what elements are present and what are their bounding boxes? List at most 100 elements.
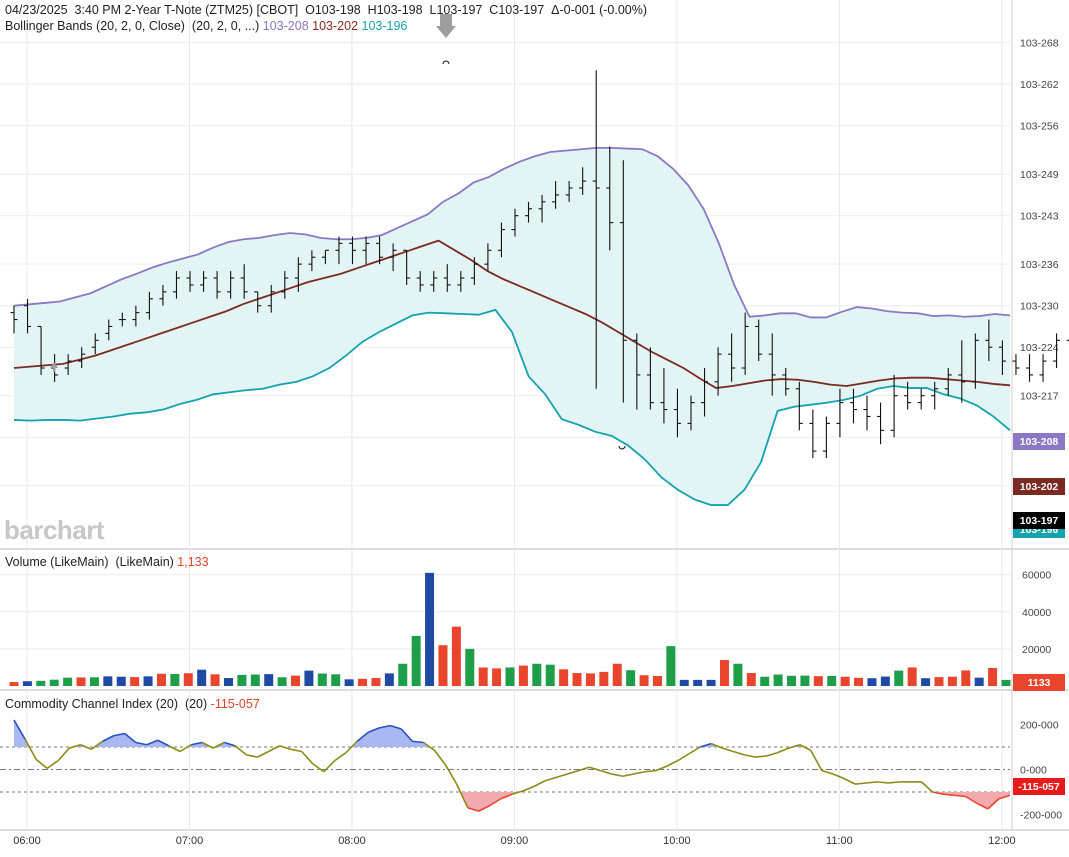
cci-line-segment xyxy=(611,773,623,778)
ohlc-bar xyxy=(348,236,356,265)
cci-line-segment xyxy=(500,793,513,800)
volume-bar xyxy=(425,572,435,686)
cci-line-segment xyxy=(677,753,690,762)
ohlc-bar xyxy=(1025,354,1033,382)
ohlc-bar xyxy=(646,347,654,410)
volume-bar xyxy=(706,679,716,686)
cci-line-segment xyxy=(511,790,524,796)
ohlc-bar xyxy=(362,236,370,265)
volume-bar xyxy=(344,679,354,686)
ohlc-bar xyxy=(457,271,465,292)
cci-line-segment xyxy=(168,745,181,753)
cci-value: -115-057 xyxy=(210,697,260,711)
bb-middle-badge-text: 103-202 xyxy=(1020,481,1059,493)
cci-line-segment xyxy=(345,740,358,754)
ohlc-bar xyxy=(998,340,1006,375)
ohlc-bar xyxy=(768,333,776,396)
bollinger-legend: Bollinger Bands (20, 2, 0, Close) (20, 2… xyxy=(5,19,407,33)
volume-bar xyxy=(22,681,32,686)
high-marker xyxy=(442,60,450,65)
bollinger-band-fill xyxy=(14,147,1010,506)
ohlc-bar xyxy=(701,368,709,417)
volume-bar xyxy=(465,648,475,686)
ohlc-bar xyxy=(782,368,790,396)
cci-line-segment xyxy=(688,746,701,755)
volume-bar xyxy=(170,673,180,686)
cci-line-segment xyxy=(788,743,800,749)
ohlc-bar xyxy=(1053,333,1061,368)
volume-bar xyxy=(492,668,502,686)
y-tick-label: 103-236 xyxy=(1020,259,1059,271)
cci-line-segment xyxy=(268,745,280,753)
volume-bar xyxy=(827,675,837,686)
ohlc-bar xyxy=(443,264,451,292)
cci-last-badge-bg xyxy=(1013,778,1065,795)
cci-line-segment xyxy=(390,724,402,730)
cci-overbought-fill xyxy=(187,742,211,747)
quote-line: 04/23/2025 3:40 PM 2-Year T-Note (ZTM25)… xyxy=(5,3,648,17)
y-tick-label: 20000 xyxy=(1022,644,1051,656)
volume-bar xyxy=(36,680,46,686)
ohlc-bar xyxy=(538,194,546,223)
ohlc-bar xyxy=(376,236,384,265)
ohlc-bar xyxy=(267,284,275,313)
cci-line-segment xyxy=(467,806,480,812)
bollinger-upper-line xyxy=(13,146,1011,319)
volume-bar xyxy=(371,678,381,686)
cci-line-segment xyxy=(722,747,734,753)
cci-line-segment xyxy=(80,744,92,750)
ohlc-bar xyxy=(200,271,208,292)
bollinger-label: Bollinger Bands (20, 2, 0, Close) (20, 2… xyxy=(5,19,260,33)
last-price-badge-text: 103-197 xyxy=(1020,515,1059,527)
y-tick-label: 200-000 xyxy=(1020,720,1059,732)
cci-line-segment xyxy=(943,793,955,797)
volume-bar xyxy=(854,677,864,686)
ohlc-bar xyxy=(606,146,614,251)
ohlc-bar xyxy=(105,319,113,341)
cci-line-segment xyxy=(179,744,192,753)
ohlc-bar xyxy=(497,222,505,258)
volume-bar xyxy=(63,677,73,686)
barchart-watermark: barchart xyxy=(4,515,105,545)
cci-line-segment xyxy=(489,798,502,807)
cci-line-segment xyxy=(444,764,458,785)
ohlc-bar xyxy=(579,167,587,195)
volume-bar xyxy=(585,673,595,686)
cci-line-segment xyxy=(954,794,966,798)
cci-line-segment xyxy=(666,759,679,767)
volume-bar xyxy=(800,675,810,686)
volume-bar xyxy=(156,673,166,686)
volume-bar xyxy=(223,678,233,686)
cci-line-segment xyxy=(334,751,347,762)
ohlc-bar xyxy=(755,319,763,362)
ohlc-bar xyxy=(240,264,248,299)
ohlc-bar xyxy=(525,201,533,223)
volume-last-badge-bg xyxy=(1013,674,1065,691)
volume-bar xyxy=(358,678,368,686)
bb-middle-badge: 103-202 xyxy=(1013,478,1065,495)
ohlc-bar xyxy=(849,388,857,424)
volume-bar xyxy=(907,667,917,686)
cci-line-segment xyxy=(113,732,125,737)
volume-bar xyxy=(103,676,113,686)
cci-line-segment xyxy=(965,795,978,804)
ohlc-bar xyxy=(971,333,979,389)
volume-bar xyxy=(197,669,207,686)
ohlc-bar xyxy=(186,271,194,292)
volume-bar xyxy=(183,673,193,686)
cci-line-segment xyxy=(932,791,944,796)
volume-bar xyxy=(961,670,971,686)
ohlc-bar xyxy=(294,257,302,292)
cci-line-segment xyxy=(987,798,1000,810)
cci-line-segment xyxy=(622,773,634,778)
ohlc-bar xyxy=(619,160,627,403)
bollinger-upper-value: 103-208 xyxy=(262,19,309,33)
cci-line-segment xyxy=(24,738,37,760)
cci-line-segment xyxy=(46,759,59,770)
cci-line-segment xyxy=(877,781,889,784)
cci-line-segment xyxy=(433,749,447,766)
cci-line-segment xyxy=(201,741,214,749)
volume-bar xyxy=(1001,679,1011,686)
cci-label: Commodity Channel Index (20) (20) xyxy=(5,697,208,711)
